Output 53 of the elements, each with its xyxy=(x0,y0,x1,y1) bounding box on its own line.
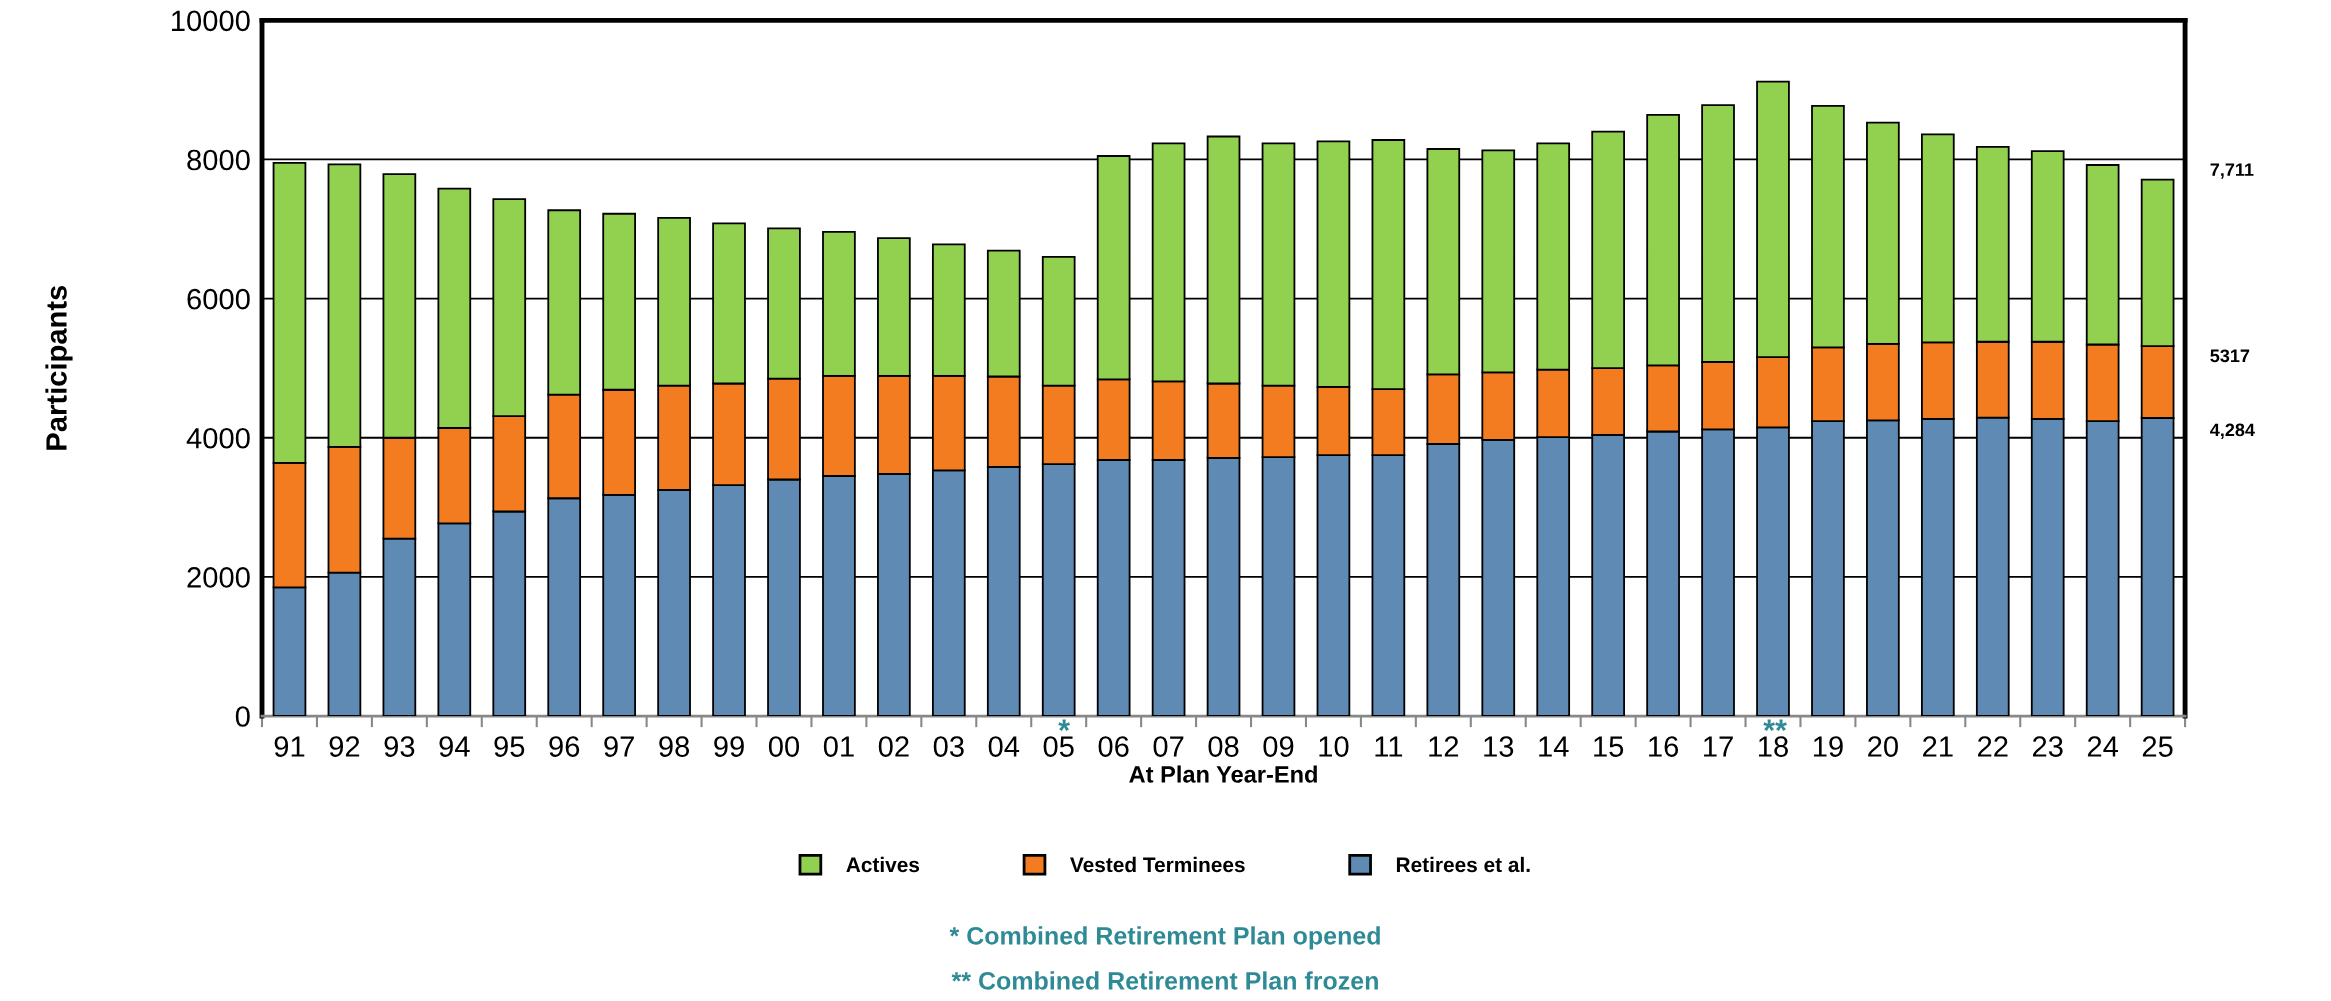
x-tick-label: 00 xyxy=(768,736,800,757)
x-tick-label: 17 xyxy=(1704,736,1733,757)
x-tick-label: 98 xyxy=(659,736,690,757)
x-tick-label: 19 xyxy=(1813,736,1843,757)
x-tick-label: 92 xyxy=(329,736,360,757)
x-tick-label: 97 xyxy=(604,736,634,757)
x-tick-label: 23 xyxy=(2032,736,2063,757)
x-tick-label: 10 xyxy=(1319,736,1349,757)
x-tick-label: 03 xyxy=(933,736,964,757)
x-tick-label: 08 xyxy=(1208,736,1239,757)
x-tick-label: 95 xyxy=(494,736,525,757)
x-tick-label: 16 xyxy=(1649,736,1679,757)
legend-label: Retirees et al. xyxy=(1396,856,1530,873)
x-tick-label: 96 xyxy=(549,736,580,757)
x-tick-label: 11 xyxy=(1375,736,1403,757)
y-tick-label: 6000 xyxy=(187,288,250,310)
x-tick-label: 02 xyxy=(878,736,909,757)
x-axis-title: At Plan Year-End xyxy=(1129,765,1317,783)
x-tick-label: 21 xyxy=(1923,736,1953,757)
x-tick-label: 99 xyxy=(714,736,744,757)
x-tick-label: 14 xyxy=(1539,736,1569,757)
x-tick-label: 24 xyxy=(2087,736,2119,757)
x-tick-label: 22 xyxy=(1978,736,2008,757)
x-tick-label: 12 xyxy=(1429,736,1459,757)
text: 5317 xyxy=(2210,349,2250,363)
y-tick-label: 0 xyxy=(235,706,250,727)
x-tick-label: 91 xyxy=(274,736,305,757)
x-tick-label: 06 xyxy=(1098,736,1129,757)
x-tick-label: 94 xyxy=(439,736,470,757)
legend-label: Vested Terminees xyxy=(1070,856,1245,873)
text: 4,284 xyxy=(2210,423,2255,439)
x-tick-label: 20 xyxy=(1868,736,1898,757)
x-tick-label: 13 xyxy=(1484,736,1514,757)
x-tick-label: 01 xyxy=(823,736,854,757)
x-tick-label: 05 xyxy=(1043,736,1074,757)
x-tick-label: 25 xyxy=(2142,736,2173,757)
text: 7,711 xyxy=(2210,163,2254,179)
y-axis-title: Participants xyxy=(45,285,73,450)
y-tick-label: 4000 xyxy=(186,427,250,449)
y-tick-label: 10000 xyxy=(172,10,250,32)
text: ** Combined Retirement Plan frozen xyxy=(951,971,1378,990)
x-tick-label: 04 xyxy=(988,736,1020,757)
x-tick-label: 15 xyxy=(1594,736,1624,757)
x-tick-label: 93 xyxy=(384,736,415,757)
y-tick-label: 2000 xyxy=(187,567,250,588)
y-tick-label: 8000 xyxy=(187,149,250,171)
text: * Combined Retirement Plan opened xyxy=(949,926,1380,950)
x-tick-label: 07 xyxy=(1153,736,1184,757)
legend-label: Actives xyxy=(846,856,920,873)
text: ** xyxy=(1763,719,1787,731)
text: * xyxy=(1058,719,1071,731)
x-tick-label: 18 xyxy=(1759,736,1788,757)
x-tick-label: 09 xyxy=(1263,736,1294,757)
